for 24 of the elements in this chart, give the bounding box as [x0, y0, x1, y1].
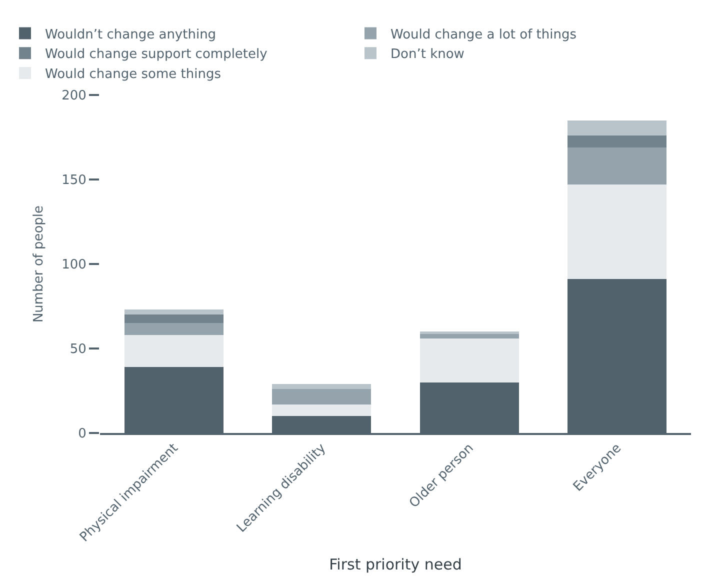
y-tick-label: 0 — [78, 426, 86, 442]
bar — [568, 184, 667, 280]
bar — [124, 334, 224, 368]
bar — [420, 338, 519, 382]
bar — [272, 389, 372, 404]
bar — [124, 310, 224, 315]
bar — [568, 136, 667, 148]
y-tick-label: 150 — [62, 173, 86, 188]
y-tick-label: 50 — [70, 342, 86, 358]
y-tick-label: 100 — [62, 258, 86, 273]
legend-label: Wouldn’t change anything — [45, 27, 216, 42]
bar — [272, 404, 372, 416]
x-axis-title: First priority need — [329, 556, 462, 574]
legend-label: Don’t know — [390, 47, 465, 62]
bar — [568, 147, 667, 185]
bar — [124, 323, 224, 335]
y-axis-title: Number of people — [32, 205, 47, 323]
y-tick-label: 200 — [62, 88, 86, 104]
bar — [568, 120, 667, 136]
legend-label: Would change a lot of things — [390, 27, 577, 42]
bar — [124, 314, 224, 324]
bar — [272, 384, 372, 390]
legend-label: Would change support completely — [45, 47, 268, 62]
legend-label: Would change some things — [45, 67, 222, 82]
